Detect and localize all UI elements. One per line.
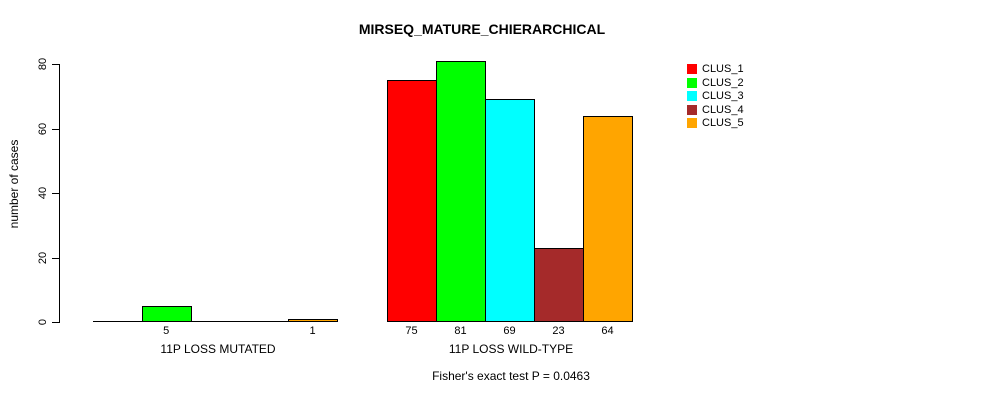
y-tick-label: 0 [37,318,49,326]
y-tick [52,128,59,130]
y-tick-label: 20 [37,251,49,264]
bar-g1-clus-3 [485,99,535,322]
chart-title: MIRSEQ_MATURE_CHIERARCHICAL [358,21,606,37]
y-tick [52,193,59,194]
legend-swatch-clus-4 [687,104,697,115]
legend-item-clus-3: CLUS_3 [687,90,744,102]
legend-label: CLUS_1 [702,63,744,75]
legend-swatch-clus-5 [687,118,697,128]
legend-item-clus-4: CLUS_4 [687,104,744,116]
bar-value-label: 64 [601,325,614,337]
bar-g1-clus-5 [583,116,633,322]
legend-swatch-clus-3 [687,91,697,101]
y-tick-label: 60 [37,122,49,135]
bar-value-label: 75 [405,325,418,337]
bar-g0-clus-5 [288,319,338,322]
fisher-exact-test-annotation: Fisher's exact test P = 0.0463 [432,369,590,383]
group-label-11p-loss-wild-type: 11P LOSS WILD-TYPE [448,342,574,356]
legend-label: CLUS_4 [702,103,744,116]
y-tick [52,322,59,323]
bar-value-label: 81 [454,325,467,337]
bar-g1-clus-1 [387,80,437,322]
group-baseline [93,321,337,322]
y-tick-label: 80 [37,57,49,71]
y-tick [52,257,59,259]
group-label-11p-loss-mutated: 11P LOSS MUTATED [160,342,276,356]
bar-g1-clus-4 [534,248,584,322]
legend-item-clus-2: CLUS_2 [687,77,744,89]
y-axis-label: number of cases [7,139,21,229]
y-axis-line [59,64,60,323]
bar-value-label: 1 [309,325,316,337]
bar-value-label: 23 [552,325,565,337]
legend-label: CLUS_2 [702,76,744,89]
bar-value-label: 69 [503,325,516,337]
legend-item-clus-5: CLUS_5 [687,117,744,129]
y-tick [52,64,59,65]
legend-swatch-clus-1 [687,64,697,74]
legend-item-clus-1: CLUS_1 [687,63,744,75]
legend-label: CLUS_3 [702,90,744,102]
legend-label: CLUS_5 [702,117,744,129]
legend-swatch-clus-2 [687,77,697,88]
bar-g1-clus-2 [436,61,486,322]
bar-g0-clus-2 [141,306,192,322]
bar-value-label: 5 [163,325,170,337]
y-tick-label: 40 [37,186,49,200]
